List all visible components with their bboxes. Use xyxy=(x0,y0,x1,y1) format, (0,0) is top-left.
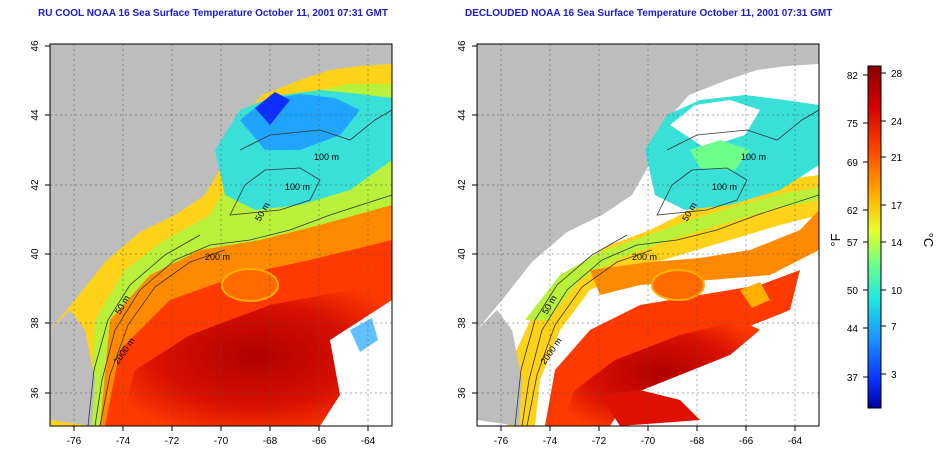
x-tick-label: -64 xyxy=(788,436,803,447)
y-tick-label: 40 xyxy=(30,248,41,260)
x-tick-label: -76 xyxy=(494,436,509,447)
f-tick-label: 69 xyxy=(847,158,859,169)
slope-water xyxy=(590,210,819,295)
chesapeake-region xyxy=(50,310,95,426)
isobath-100m xyxy=(239,109,392,151)
contour-label: 100 m xyxy=(285,182,310,192)
f-tick-label: 50 xyxy=(847,286,859,297)
left-y-tick-labels: 36 38 40 42 44 46 xyxy=(30,40,41,399)
isobath-200m xyxy=(94,194,392,426)
c-tick-label: 28 xyxy=(891,69,903,80)
cloud-edge-cold xyxy=(350,318,378,352)
y-tick-label: 36 xyxy=(30,387,41,399)
left-x-tick-labels: -76 -74 -72 -70 -68 -66 -64 xyxy=(67,436,376,447)
x-tick-label: -70 xyxy=(641,436,656,447)
left-map-title: RU COOL NOAA 16 Sea Surface Temperature … xyxy=(38,8,388,19)
lat-lon-grid xyxy=(50,44,392,426)
f-tick-label: 44 xyxy=(847,324,859,335)
x-tick-label: -66 xyxy=(739,436,754,447)
f-tick-label: 82 xyxy=(847,71,859,82)
contour-label: 100 m xyxy=(314,152,339,162)
temperature-colorbar: 82 75 69 62 57 50 44 37 28 24 21 17 14 1… xyxy=(828,65,936,409)
y-tick-label: 46 xyxy=(457,40,468,52)
isobath-contours xyxy=(514,109,819,426)
colorbar-gradient xyxy=(867,65,882,409)
x-tick-label: -72 xyxy=(165,436,180,447)
contour-label: 200 m xyxy=(632,252,657,262)
y-tick-label: 42 xyxy=(457,179,468,191)
c-tick-label: 14 xyxy=(891,238,903,249)
right-axis-ticks xyxy=(472,45,796,431)
right-map-title: DECLOUDED NOAA 16 Sea Surface Temperatur… xyxy=(465,8,833,19)
y-tick-label: 36 xyxy=(457,387,468,399)
y-tick-label: 40 xyxy=(457,248,468,260)
y-tick-label: 38 xyxy=(30,317,41,329)
colorbar-ticks xyxy=(863,72,886,378)
isobath-georges-bank xyxy=(229,167,321,216)
c-tick-label: 17 xyxy=(891,201,903,212)
c-tick-label: 21 xyxy=(891,153,903,164)
y-tick-label: 44 xyxy=(457,109,468,121)
shelf-green xyxy=(525,188,819,320)
y-tick-label: 38 xyxy=(457,317,468,329)
chesapeake-region xyxy=(477,310,522,426)
x-tick-label: -66 xyxy=(312,436,327,447)
x-tick-label: -74 xyxy=(543,436,558,447)
isobath-100m xyxy=(666,109,819,151)
f-tick-label: 75 xyxy=(847,119,859,130)
y-tick-label: 42 xyxy=(30,179,41,191)
y-tick-label: 44 xyxy=(30,109,41,121)
c-tick-label: 7 xyxy=(891,322,897,333)
isobath-contours xyxy=(87,109,392,426)
x-tick-label: -64 xyxy=(361,436,376,447)
f-tick-label: 62 xyxy=(847,206,859,217)
gulf-stream-core xyxy=(120,285,392,426)
coldest-water-patch xyxy=(255,92,290,125)
fahrenheit-tick-labels: 82 75 69 62 57 50 44 37 xyxy=(847,71,859,384)
x-tick-label: -68 xyxy=(690,436,705,447)
x-tick-label: -68 xyxy=(263,436,278,447)
x-tick-label: -76 xyxy=(67,436,82,447)
left-map: 100 m 100 m 50 m 200 m 50 m 2000 m xyxy=(30,40,393,447)
contour-label: 100 m xyxy=(741,152,766,162)
x-tick-label: -74 xyxy=(116,436,131,447)
celsius-tick-labels: 28 24 21 17 14 10 7 3 xyxy=(891,69,903,381)
isobath-200m xyxy=(521,194,819,426)
right-y-tick-labels: 36 38 40 42 44 46 xyxy=(457,40,468,399)
contour-label: 200 m xyxy=(205,252,230,262)
contour-label: 100 m xyxy=(712,182,737,192)
warm-core-ring xyxy=(221,268,279,302)
north-american-coast xyxy=(477,44,667,240)
x-tick-label: -70 xyxy=(214,436,229,447)
warm-patch xyxy=(600,390,700,426)
north-american-coast xyxy=(50,44,240,240)
fahrenheit-unit-label: °F xyxy=(828,233,843,246)
c-tick-label: 24 xyxy=(891,117,903,128)
left-axis-ticks xyxy=(45,45,369,431)
isobath-2000m xyxy=(99,249,226,426)
right-x-tick-labels: -76 -74 -72 -70 -68 -66 -64 xyxy=(494,436,803,447)
f-tick-label: 57 xyxy=(847,238,859,249)
warm-ring-small xyxy=(740,282,770,308)
x-tick-label: -72 xyxy=(592,436,607,447)
c-tick-label: 10 xyxy=(891,286,903,297)
isobath-50m xyxy=(514,234,628,426)
isobath-georges-bank xyxy=(656,167,748,216)
lat-lon-grid xyxy=(477,44,819,426)
isobath-2000m xyxy=(526,249,653,426)
c-tick-label: 3 xyxy=(891,370,897,381)
warm-core-ring xyxy=(651,269,705,301)
celsius-unit-label: °C xyxy=(921,233,936,248)
right-map: 100 m 100 m 50 m 200 m 50 m 2000 m xyxy=(457,40,820,447)
shelf-green-patch xyxy=(690,140,750,170)
isobath-50m xyxy=(87,234,201,426)
cloud-patch xyxy=(670,100,760,148)
y-tick-label: 46 xyxy=(30,40,41,52)
f-tick-label: 37 xyxy=(847,373,859,384)
